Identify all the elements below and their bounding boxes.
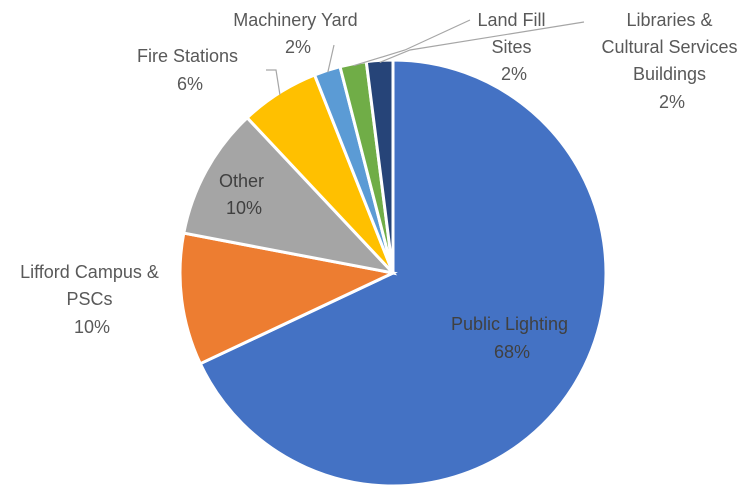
leader-line-libraries [379, 21, 585, 63]
leader-lines [266, 19, 585, 95]
pie-slices [178, 58, 608, 485]
label-libraries-value: 2% [659, 92, 685, 112]
label-land-fill-value: 2% [501, 64, 527, 84]
label-fire-stations: Fire Stations 6% [137, 46, 243, 94]
label-libraries-name-3: Buildings [633, 64, 706, 84]
label-other-value: 10% [226, 198, 262, 218]
leader-line-fire-stations [266, 69, 281, 95]
label-machinery-yard-name: Machinery Yard [233, 10, 357, 30]
pie-slice-lifford-campus [178, 231, 398, 366]
label-lifford-name-2: PSCs [66, 289, 112, 309]
label-machinery-yard: Machinery Yard 2% [233, 10, 362, 57]
leader-line-land-fill [353, 19, 471, 67]
label-libraries: Libraries & Cultural Services Buildings … [601, 10, 742, 112]
label-other-name: Other [219, 171, 264, 191]
label-land-fill-name-2: Sites [491, 37, 531, 57]
label-lifford-value: 10% [74, 317, 110, 337]
label-libraries-name-1: Libraries & [626, 10, 712, 30]
label-fire-stations-name: Fire Stations [137, 46, 238, 66]
pie-slice-public-lighting [198, 58, 608, 485]
label-fire-stations-value: 6% [177, 74, 203, 94]
leader-line-machinery-yard [327, 44, 335, 73]
pie-slice-other [182, 115, 398, 276]
label-libraries-name-2: Cultural Services [601, 37, 737, 57]
label-public-lighting-name: Public Lighting [451, 314, 568, 334]
label-land-fill-name-1: Land Fill [477, 10, 545, 30]
label-public-lighting: Public Lighting 68% [451, 314, 573, 362]
label-lifford: Lifford Campus & PSCs 10% [20, 262, 164, 337]
label-public-lighting-value: 68% [494, 342, 530, 362]
label-land-fill: Land Fill Sites 2% [477, 10, 550, 84]
label-lifford-name-1: Lifford Campus & [20, 262, 159, 282]
label-other: Other 10% [219, 171, 269, 218]
label-machinery-yard-value: 2% [285, 37, 311, 57]
